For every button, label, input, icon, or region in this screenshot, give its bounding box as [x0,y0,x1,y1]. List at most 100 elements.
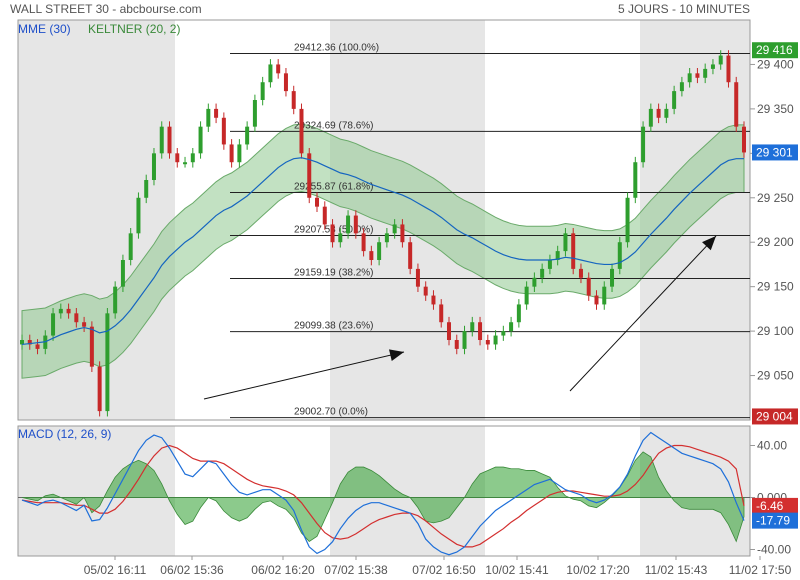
candle-body [237,144,242,163]
fib-level-label: 29002.70 (0.0%) [294,407,368,418]
candle-body [672,91,677,109]
candle-body [415,268,420,287]
keltner-legend[interactable]: KELTNER (20, 2) [88,22,181,36]
y-tick-label: 29 150 [757,280,794,294]
candle-body [20,340,24,345]
candle-body [594,295,599,305]
macd-legend[interactable]: MACD (12, 26, 9) [18,427,112,441]
candle-body [268,64,273,83]
candle-body [578,268,583,278]
candle-body [431,295,436,305]
candle-body [97,366,102,412]
price-marker-last [752,144,798,161]
macd-panel-frame [17,425,751,557]
candle-body [229,144,234,163]
candle-body [392,224,397,234]
chart-title: WALL STREET 30 - abcbourse.com [10,2,202,16]
candle-body [307,153,312,198]
candle-body [400,224,405,243]
trend-arrow [569,235,717,392]
candle-body [58,308,63,314]
x-tick-label: 05/02 16:11 [84,563,147,577]
x-tick-label: 06/02 16:20 [251,563,315,577]
candle-body [540,268,545,278]
x-tick-label: 07/02 15:38 [324,563,388,577]
fib-level-label: 29412.36 (100.0%) [294,42,379,53]
candle-body [221,117,226,145]
ema-legend[interactable]: MME (30) [18,22,71,36]
candle-body [128,233,133,260]
x-tick-label: 10/02 15:41 [485,563,549,577]
ema-line [21,157,744,346]
price-marker-high [752,42,798,59]
candle-body [245,126,250,145]
candle-body [687,73,692,83]
candle-body [51,313,56,336]
candle-body [555,251,560,260]
trend-arrow-head [388,349,404,362]
candle-body [252,100,257,127]
candle-body [377,242,382,260]
trend-arrow-head [702,236,716,251]
candle-body [190,153,195,163]
candle-body [27,340,32,345]
macd-y-tick-label: -40.00 [757,543,791,557]
candle-body [493,335,498,345]
candle-body [322,206,327,225]
macd-value-marker [752,497,798,514]
candle-body [470,322,475,332]
candle-body [602,286,607,305]
candle-body [703,68,708,78]
candle-body [291,91,296,109]
macd-line [21,431,745,556]
candle-body [439,304,444,323]
candle-body [726,55,731,83]
candle-body [641,126,646,163]
candle-body [175,153,180,163]
candle-body [330,224,335,243]
candle-body [66,308,71,314]
candle-body [625,197,630,243]
candle-body [633,162,638,198]
macd-histogram [21,451,745,543]
macd-value-label: -17.79 [756,514,790,528]
candle-body [74,313,79,323]
candle-body [384,233,389,243]
candle-body [610,268,615,287]
fib-level-label: 29099.38 (23.6%) [294,321,374,332]
candle-body [742,126,746,153]
candle-body [82,322,87,327]
fib-level-label: 29324.69 (78.6%) [294,120,374,131]
fib-level-label: 29159.19 (38.2%) [294,267,374,278]
candle-body [547,260,552,269]
candle-body [718,55,723,65]
price-marker-label: 29 301 [756,145,793,159]
candle-body [648,108,653,127]
y-tick-label: 29 400 [757,57,794,71]
candle-body [485,340,490,345]
candle-body [563,233,568,252]
price-marker-label: 29 004 [756,409,793,423]
x-tick-label: 06/02 15:36 [160,563,224,577]
candle-body [299,108,304,154]
candle-body [734,82,739,127]
candle-body [276,64,281,74]
y-tick-label: 29 350 [757,102,794,116]
candle-body [586,277,591,296]
candle-body [478,322,483,340]
candle-body [167,126,172,154]
candle-body [206,108,211,127]
candle-body [361,233,366,252]
candle-body [260,82,265,100]
candle-body [113,286,118,314]
y-tick-label: 29 200 [757,235,794,249]
candle-body [35,344,40,349]
y-tick-label: 29 100 [757,324,794,338]
candle-body [710,64,715,69]
candle-body [353,215,358,234]
y-tick-label: 29 050 [757,369,794,383]
x-tick-label: 11/02 15:43 [645,563,708,577]
macd-value-label: -6.46 [756,499,784,513]
